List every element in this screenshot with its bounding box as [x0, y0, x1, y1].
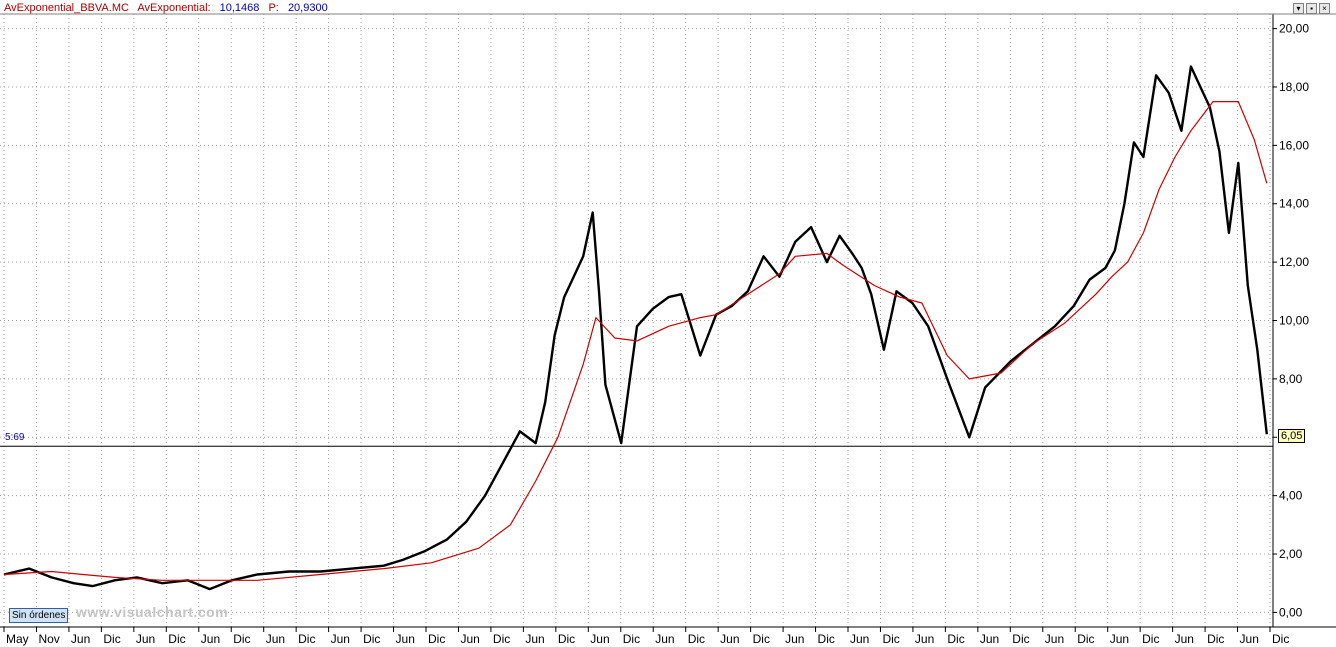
chart-header: AvExponential_BBVA.MC AvExponential: 10,…: [4, 2, 334, 14]
price-series-line: [3, 65, 1268, 591]
x-tick-label: May: [6, 632, 29, 646]
x-tick-label: Jun: [915, 632, 934, 646]
x-tick-label: Dic: [1207, 632, 1224, 646]
x-tick-label: Jun: [1240, 632, 1259, 646]
y-tick-label: 18,00: [1279, 80, 1309, 94]
x-tick-label: Dic: [168, 632, 185, 646]
symbol-label: AvExponential_BBVA.MC: [4, 2, 129, 14]
x-tick-label: Jun: [136, 632, 155, 646]
x-tick-label: Jun: [1110, 632, 1129, 646]
x-tick-label: Dic: [882, 632, 899, 646]
x-tick-label: Jun: [590, 632, 609, 646]
x-tick-label: Jun: [980, 632, 999, 646]
grid: [0, 14, 1273, 627]
x-tick-label: Jun: [1045, 632, 1064, 646]
window-buttons: ▾ ▪ ×: [1293, 3, 1330, 14]
x-tick-label: Jun: [850, 632, 869, 646]
reference-line-label: 5:69: [5, 432, 25, 443]
last-price-tag: 6,05: [1278, 429, 1306, 443]
x-tick-label: Dic: [753, 632, 770, 646]
x-tick-label: Dic: [298, 632, 315, 646]
x-tick-label: Dic: [623, 632, 640, 646]
x-tick-label: Jun: [785, 632, 804, 646]
x-tick-label: Dic: [363, 632, 380, 646]
x-tick-label: Dic: [688, 632, 705, 646]
ema-series-line: [3, 100, 1268, 581]
x-tick-label: Dic: [103, 632, 120, 646]
x-tick-label: Jun: [71, 632, 90, 646]
x-tick-label: Jun: [201, 632, 220, 646]
x-tick-label: Jun: [460, 632, 479, 646]
x-tick-label: Jun: [1175, 632, 1194, 646]
x-tick-label: Dic: [947, 632, 964, 646]
x-tick-label: Jun: [655, 632, 674, 646]
y-tick-label: 16,00: [1279, 138, 1309, 152]
y-tick-label: 10,00: [1279, 314, 1309, 328]
x-tick-label: Dic: [233, 632, 250, 646]
y-axis: 0,00 2,00 4,00 8,00 10,00 12,00 14,00 16,00 18,0…: [1273, 22, 1309, 619]
x-tick-label: Jun: [525, 632, 544, 646]
series-group: [3, 65, 1268, 591]
indicator-value: 10,1468: [219, 2, 260, 14]
x-tick-label: Dic: [493, 632, 510, 646]
x-tick-label: Dic: [428, 632, 445, 646]
p-value: 20,9300: [287, 2, 328, 14]
orders-button[interactable]: Sin órdenes: [9, 608, 69, 623]
x-tick-label: Nov: [38, 632, 59, 646]
y-tick-label: 20,00: [1279, 22, 1309, 36]
indicator-label: AvExponential:: [137, 2, 211, 14]
y-tick-label: 2,00: [1279, 547, 1303, 561]
y-tick-label: 12,00: [1279, 255, 1309, 269]
x-tick-label: Dic: [1142, 632, 1159, 646]
y-tick-label: 0,00: [1279, 605, 1303, 619]
x-tick-label: Dic: [1077, 632, 1094, 646]
y-tick-label: 14,00: [1279, 197, 1309, 211]
x-tick-label: Jun: [720, 632, 739, 646]
close-button[interactable]: ×: [1319, 3, 1330, 14]
x-tick-label: Dic: [558, 632, 575, 646]
x-tick-label: Jun: [331, 632, 350, 646]
x-tick-label: Jun: [396, 632, 415, 646]
menu-button[interactable]: ▾: [1293, 3, 1304, 14]
x-tick-label: Jun: [266, 632, 285, 646]
maximize-button[interactable]: ▪: [1306, 3, 1317, 14]
p-label: P:: [268, 2, 279, 14]
x-tick-label: Dic: [818, 632, 835, 646]
x-tick-label: Dic: [1012, 632, 1029, 646]
x-tick-label: Dic: [1272, 632, 1289, 646]
x-axis: May Nov Jun Dic Jun Dic Jun Dic Jun Dic Jun Dic Jun D…: [3, 627, 1289, 646]
y-tick-label: 8,00: [1279, 372, 1303, 386]
watermark: www.visualchart.com: [76, 604, 229, 620]
y-tick-label: 4,00: [1279, 489, 1303, 503]
